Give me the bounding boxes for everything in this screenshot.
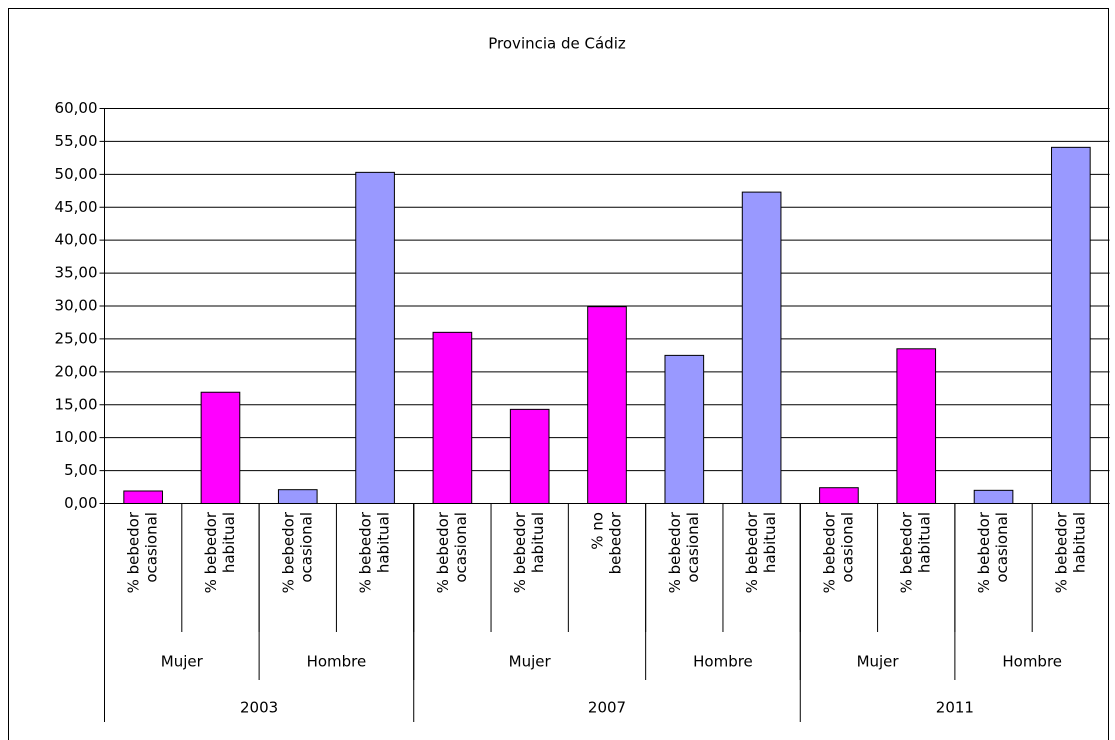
y-tick-label: 20,00: [55, 362, 98, 380]
x-tick-label: % bebedor: [279, 511, 297, 593]
bar: [741, 191, 782, 504]
bar: [896, 348, 937, 504]
x-tick-label: ocasional: [684, 512, 702, 583]
year-label: 2003: [240, 699, 278, 717]
x-tick-label: % bebedor: [820, 511, 838, 593]
x-tick-label: % bebedor: [1052, 511, 1070, 593]
y-tick-label: 25,00: [55, 329, 98, 347]
x-tick-label: % bebedor: [511, 511, 529, 593]
bar: [200, 391, 241, 504]
y-tick-label: 50,00: [55, 165, 98, 183]
bar: [432, 331, 473, 505]
bar: [509, 408, 550, 505]
y-tick-label: 10,00: [55, 428, 98, 446]
x-tick-label: % bebedor: [898, 511, 916, 593]
group-label: Mujer: [161, 653, 204, 671]
x-tick-label: % bebedor: [743, 511, 761, 593]
y-tick-label: 35,00: [55, 264, 98, 282]
x-tick-label: ocasional: [993, 512, 1011, 583]
bar: [277, 489, 318, 504]
x-tick-label: ocasional: [297, 512, 315, 583]
bar: [123, 490, 163, 505]
x-tick-label: habitual: [916, 512, 934, 573]
x-tick-label: % bebedor: [125, 511, 143, 593]
x-tick-label: habitual: [375, 512, 393, 573]
x-tick-label: habitual: [529, 512, 547, 573]
chart-border: [8, 8, 1109, 740]
y-tick-label: 55,00: [55, 132, 98, 150]
x-tick-label: ocasional: [452, 512, 470, 583]
x-tick-label: % bebedor: [975, 511, 993, 593]
x-tick-label: ocasional: [143, 512, 161, 583]
y-tick-label: 5,00: [64, 461, 97, 479]
x-tick-label: habitual: [220, 512, 238, 573]
bar: [355, 171, 395, 504]
y-tick-label: 15,00: [55, 395, 98, 413]
group-label: Hombre: [693, 653, 753, 671]
group-label: Mujer: [509, 653, 552, 671]
x-tick-label: % bebedor: [666, 511, 684, 593]
x-tick-label: % bebedor: [434, 511, 452, 593]
x-tick-label: ocasional: [838, 512, 856, 583]
bar: [1051, 146, 1091, 504]
x-tick-label: habitual: [1070, 512, 1088, 573]
x-tick-label: % bebedor: [357, 511, 375, 593]
y-tick-label: 40,00: [55, 231, 98, 249]
y-tick-label: 0,00: [64, 494, 97, 512]
y-tick-label: 45,00: [55, 198, 98, 216]
year-label: 2011: [936, 699, 974, 717]
bar: [819, 487, 859, 505]
x-tick-label: habitual: [761, 512, 779, 573]
group-label: Hombre: [1002, 653, 1062, 671]
bar: [973, 489, 1014, 505]
bar: [664, 354, 705, 504]
y-tick-label: 60,00: [55, 99, 98, 117]
x-tick-label: % no: [589, 512, 607, 550]
y-tick-label: 30,00: [55, 297, 98, 315]
bar: [587, 306, 627, 504]
x-tick-label: bebedor: [607, 511, 625, 574]
group-label: Hombre: [307, 653, 367, 671]
chart-title: Provincia de Cádiz: [488, 35, 626, 53]
x-tick-label: % bebedor: [202, 511, 220, 593]
group-label: Mujer: [857, 653, 900, 671]
year-label: 2007: [588, 699, 626, 717]
